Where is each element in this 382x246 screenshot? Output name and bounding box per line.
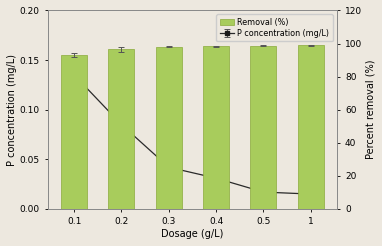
Bar bbox=[250, 46, 277, 209]
Y-axis label: P concentration (mg/L): P concentration (mg/L) bbox=[7, 54, 17, 166]
Bar bbox=[203, 46, 229, 209]
Legend: Removal (%), P concentration (mg/L): Removal (%), P concentration (mg/L) bbox=[217, 15, 333, 41]
Bar bbox=[61, 55, 87, 209]
Bar bbox=[108, 49, 134, 209]
X-axis label: Dosage (g/L): Dosage (g/L) bbox=[161, 229, 223, 239]
Bar bbox=[156, 46, 182, 209]
Bar bbox=[298, 45, 324, 209]
Y-axis label: Percent removal (%): Percent removal (%) bbox=[365, 60, 375, 159]
